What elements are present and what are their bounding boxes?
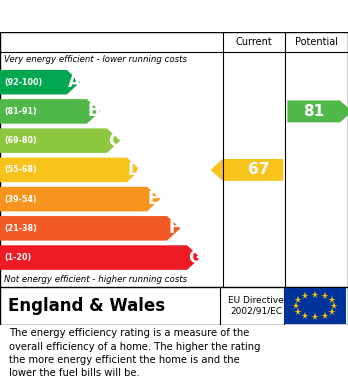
Polygon shape [0, 158, 140, 182]
Text: (1-20): (1-20) [4, 253, 31, 262]
Polygon shape [0, 99, 100, 124]
Polygon shape [211, 159, 283, 181]
Text: 67: 67 [248, 162, 270, 178]
Text: B: B [88, 102, 101, 120]
Text: Very energy efficient - lower running costs: Very energy efficient - lower running co… [4, 55, 187, 64]
Text: E: E [148, 190, 159, 208]
Text: EU Directive
2002/91/EC: EU Directive 2002/91/EC [228, 296, 284, 316]
Text: (81-91): (81-91) [4, 107, 37, 116]
Text: Energy Efficiency Rating: Energy Efficiency Rating [9, 9, 219, 23]
Text: Potential: Potential [295, 37, 338, 47]
Text: Current: Current [236, 37, 272, 47]
Text: G: G [188, 249, 202, 267]
Text: (92-100): (92-100) [4, 78, 42, 87]
Polygon shape [0, 187, 160, 212]
Polygon shape [0, 128, 120, 153]
Polygon shape [0, 245, 200, 270]
Text: (55-68): (55-68) [4, 165, 37, 174]
Text: 81: 81 [303, 104, 324, 119]
Polygon shape [287, 100, 348, 122]
Text: D: D [128, 161, 142, 179]
Text: (39-54): (39-54) [4, 195, 37, 204]
Text: (69-80): (69-80) [4, 136, 37, 145]
Text: A: A [68, 73, 81, 91]
Text: (21-38): (21-38) [4, 224, 37, 233]
Polygon shape [0, 216, 180, 240]
Text: F: F [168, 219, 180, 237]
Text: Not energy efficient - higher running costs: Not energy efficient - higher running co… [4, 275, 187, 284]
Text: The energy efficiency rating is a measure of the
overall efficiency of a home. T: The energy efficiency rating is a measur… [9, 328, 260, 378]
Text: England & Wales: England & Wales [8, 297, 165, 315]
Text: C: C [108, 132, 120, 150]
Polygon shape [0, 70, 80, 95]
